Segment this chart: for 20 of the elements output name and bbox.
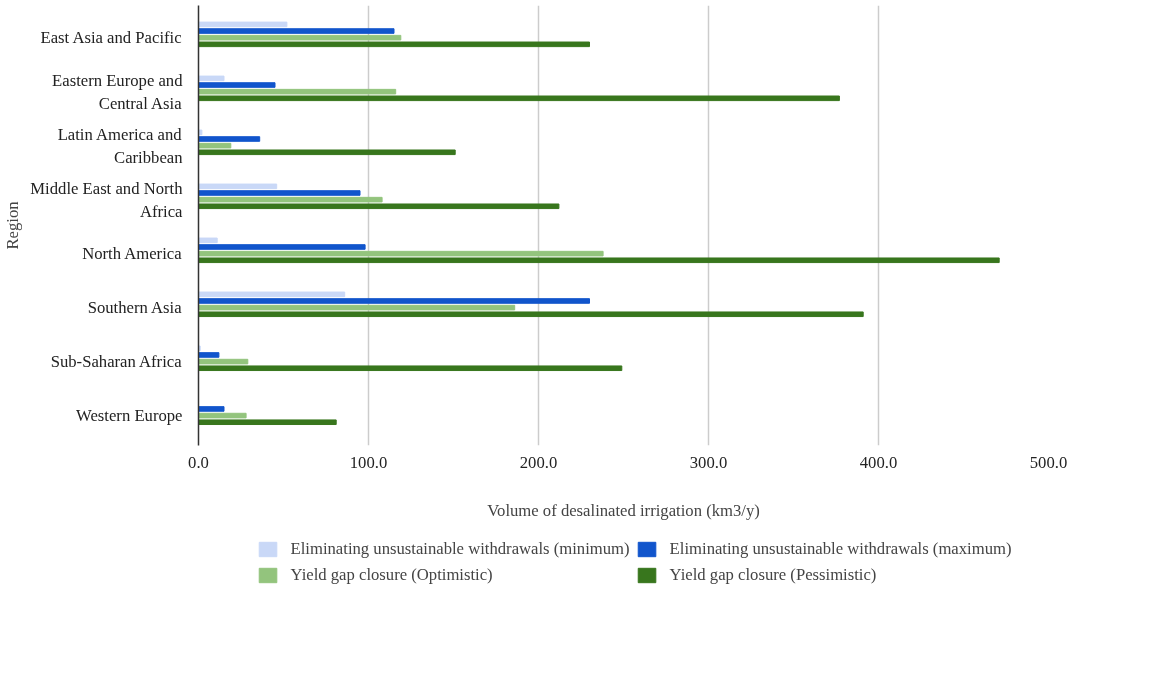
y-tick-label: Middle East and North Africa (30, 178, 184, 221)
y-tick-label: Eastern Europe and Central Asia (52, 70, 184, 113)
y-tick-label: Southern Asia (87, 298, 183, 318)
x-tick-label: 500.0 (1029, 452, 1068, 472)
legend-label: Yield gap closure (Pessimistic) (669, 565, 877, 585)
legend-label: Eliminating unsustainable withdrawals (maximum) (669, 539, 1012, 559)
legend-label: Eliminating unsustainable withdrawals (minimum) (290, 539, 630, 559)
y-tick-label: Latin America and Caribbean (57, 124, 184, 167)
y-tick-label: Sub-Saharan Africa (50, 352, 183, 372)
x-tick-label: 400.0 (859, 452, 898, 472)
x-tick-label: 0.0 (188, 452, 209, 472)
x-tick-label: 200.0 (519, 452, 558, 472)
y-tick-label: East Asia and Pacific (40, 28, 182, 48)
x-axis-title: Volume of desalinated irrigation (km3/y) (487, 500, 760, 520)
x-tick-label: 300.0 (689, 452, 728, 472)
y-tick-label: Western Europe (76, 406, 183, 426)
legend-label: Yield gap closure (Optimistic) (290, 565, 493, 585)
y-axis-title: Region (3, 200, 23, 250)
y-tick-label: North America (82, 244, 183, 264)
x-tick-label: 100.0 (349, 452, 388, 472)
